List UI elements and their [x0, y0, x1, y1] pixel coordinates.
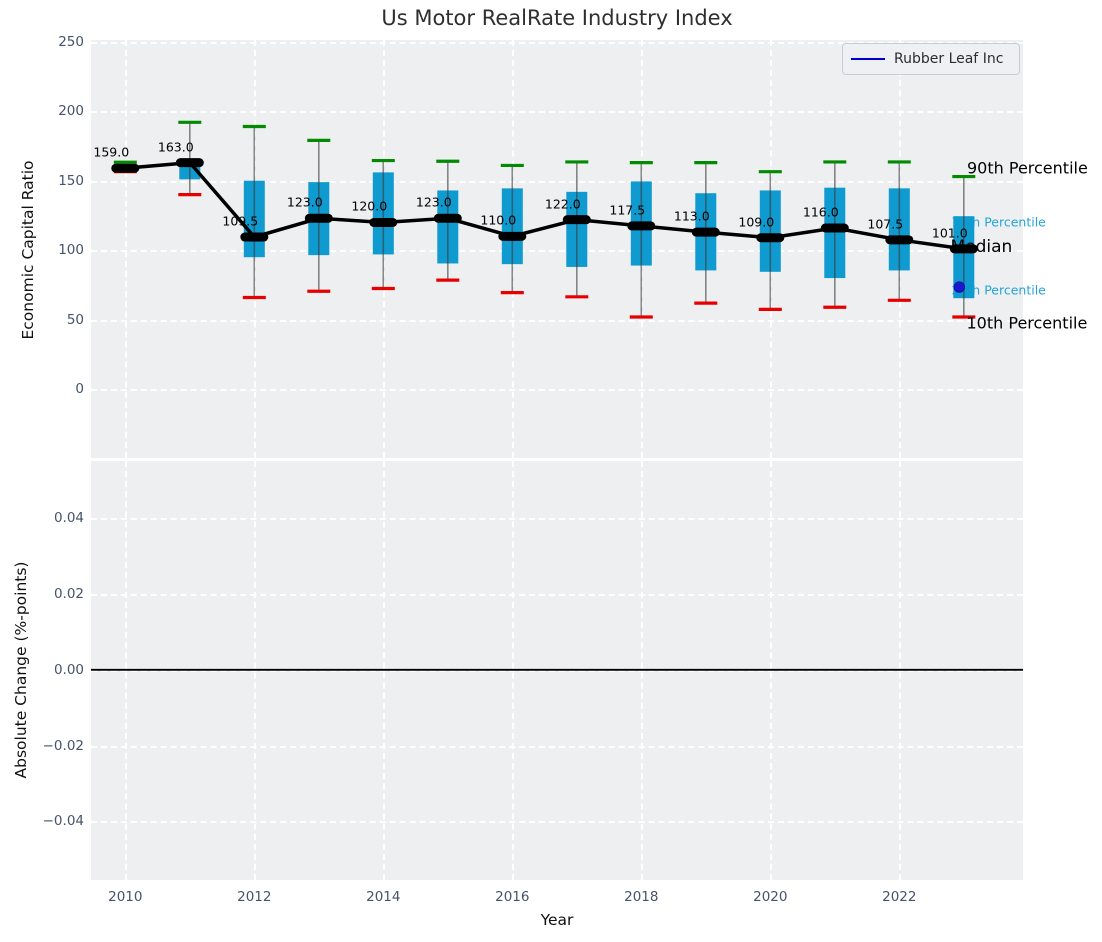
gridline-h: [91, 745, 1023, 748]
bottom-ytick-0.02: 0.02: [53, 586, 84, 602]
bottom-ytick-−0.04: −0.04: [42, 813, 84, 830]
chart-title: Us Motor RealRate Industry Index: [381, 6, 733, 30]
annotation-median: Median: [950, 236, 1013, 257]
gridline-h: [91, 250, 1023, 253]
xtick-2012: 2012: [237, 889, 272, 905]
gridline-v: [512, 461, 515, 880]
bottom-ytick-0.00: 0.00: [53, 661, 84, 678]
annotation-p25: 25th Percentile: [951, 282, 1046, 298]
gridline-v: [383, 461, 386, 880]
x-axis-label: Year: [540, 911, 574, 929]
median-label-2020: 109.0: [738, 214, 775, 230]
median-label-2018: 117.5: [609, 202, 646, 218]
bottom-axes: [91, 461, 1023, 880]
gridline-v: [254, 40, 257, 458]
gridline-h: [91, 111, 1023, 114]
annotation-p90: 90th Percentile: [967, 158, 1088, 178]
gridline-v: [899, 461, 902, 880]
top-ytick-250: 250: [58, 33, 84, 50]
xtick-2014: 2014: [366, 889, 401, 905]
gridline-h: [91, 821, 1023, 824]
top-ytick-50: 50: [66, 311, 84, 328]
annotation-p10: 10th Percentile: [966, 313, 1088, 333]
median-label-2021: 116.0: [802, 204, 839, 220]
legend: Rubber Leaf Inc: [842, 43, 1020, 75]
gridline-h: [91, 518, 1023, 521]
subplot-divider: [91, 458, 1023, 461]
gridline-h: [91, 669, 1023, 672]
annotation-p75: 75th Percentile: [951, 214, 1046, 230]
gridline-v: [512, 40, 515, 458]
gridline-h: [91, 180, 1023, 183]
top-ytick-0: 0: [75, 381, 84, 398]
gridline-v: [383, 40, 386, 458]
legend-label: Rubber Leaf Inc: [894, 51, 1004, 67]
median-label-2013: 123.0: [286, 194, 323, 210]
median-label-2017: 122.0: [544, 196, 581, 212]
top-axes: [91, 40, 1023, 458]
gridline-v: [641, 40, 644, 458]
gridline-v: [641, 461, 644, 880]
median-label-2014: 120.0: [351, 198, 388, 214]
gridline-v: [899, 40, 902, 458]
median-label-2019: 113.0: [673, 208, 710, 224]
gridline-h: [91, 594, 1023, 596]
gridline-v: [770, 461, 773, 880]
median-label-2015: 123.0: [415, 194, 452, 210]
top-ytick-200: 200: [58, 103, 84, 120]
median-label-2022: 107.5: [867, 216, 904, 232]
median-label-2011: 163.0: [157, 139, 194, 155]
gridline-v: [125, 40, 128, 458]
median-label-2010: 159.0: [93, 144, 130, 160]
bottom-ytick-−0.02: −0.02: [42, 737, 84, 754]
gridline-v: [254, 461, 257, 880]
xtick-2022: 2022: [882, 889, 917, 905]
xtick-2018: 2018: [624, 889, 659, 905]
bottom-y-axis-label: Absolute Change (%-points): [12, 561, 30, 779]
xtick-2010: 2010: [108, 889, 143, 905]
median-label-2012: 109.5: [222, 213, 259, 229]
top-ytick-150: 150: [58, 172, 84, 189]
gridline-h: [91, 41, 1023, 44]
gridline-v: [125, 461, 128, 880]
gridline-v: [770, 40, 773, 458]
xtick-2020: 2020: [753, 889, 788, 905]
top-y-axis-label: Economic Capital Ratio: [19, 160, 37, 340]
gridline-h: [91, 319, 1023, 322]
xtick-2016: 2016: [495, 889, 530, 905]
bottom-ytick-0.04: 0.04: [53, 510, 84, 527]
legend-line-sample: [851, 58, 885, 60]
gridline-h: [91, 389, 1023, 392]
median-label-2016: 110.0: [480, 212, 517, 228]
top-ytick-100: 100: [58, 242, 84, 259]
